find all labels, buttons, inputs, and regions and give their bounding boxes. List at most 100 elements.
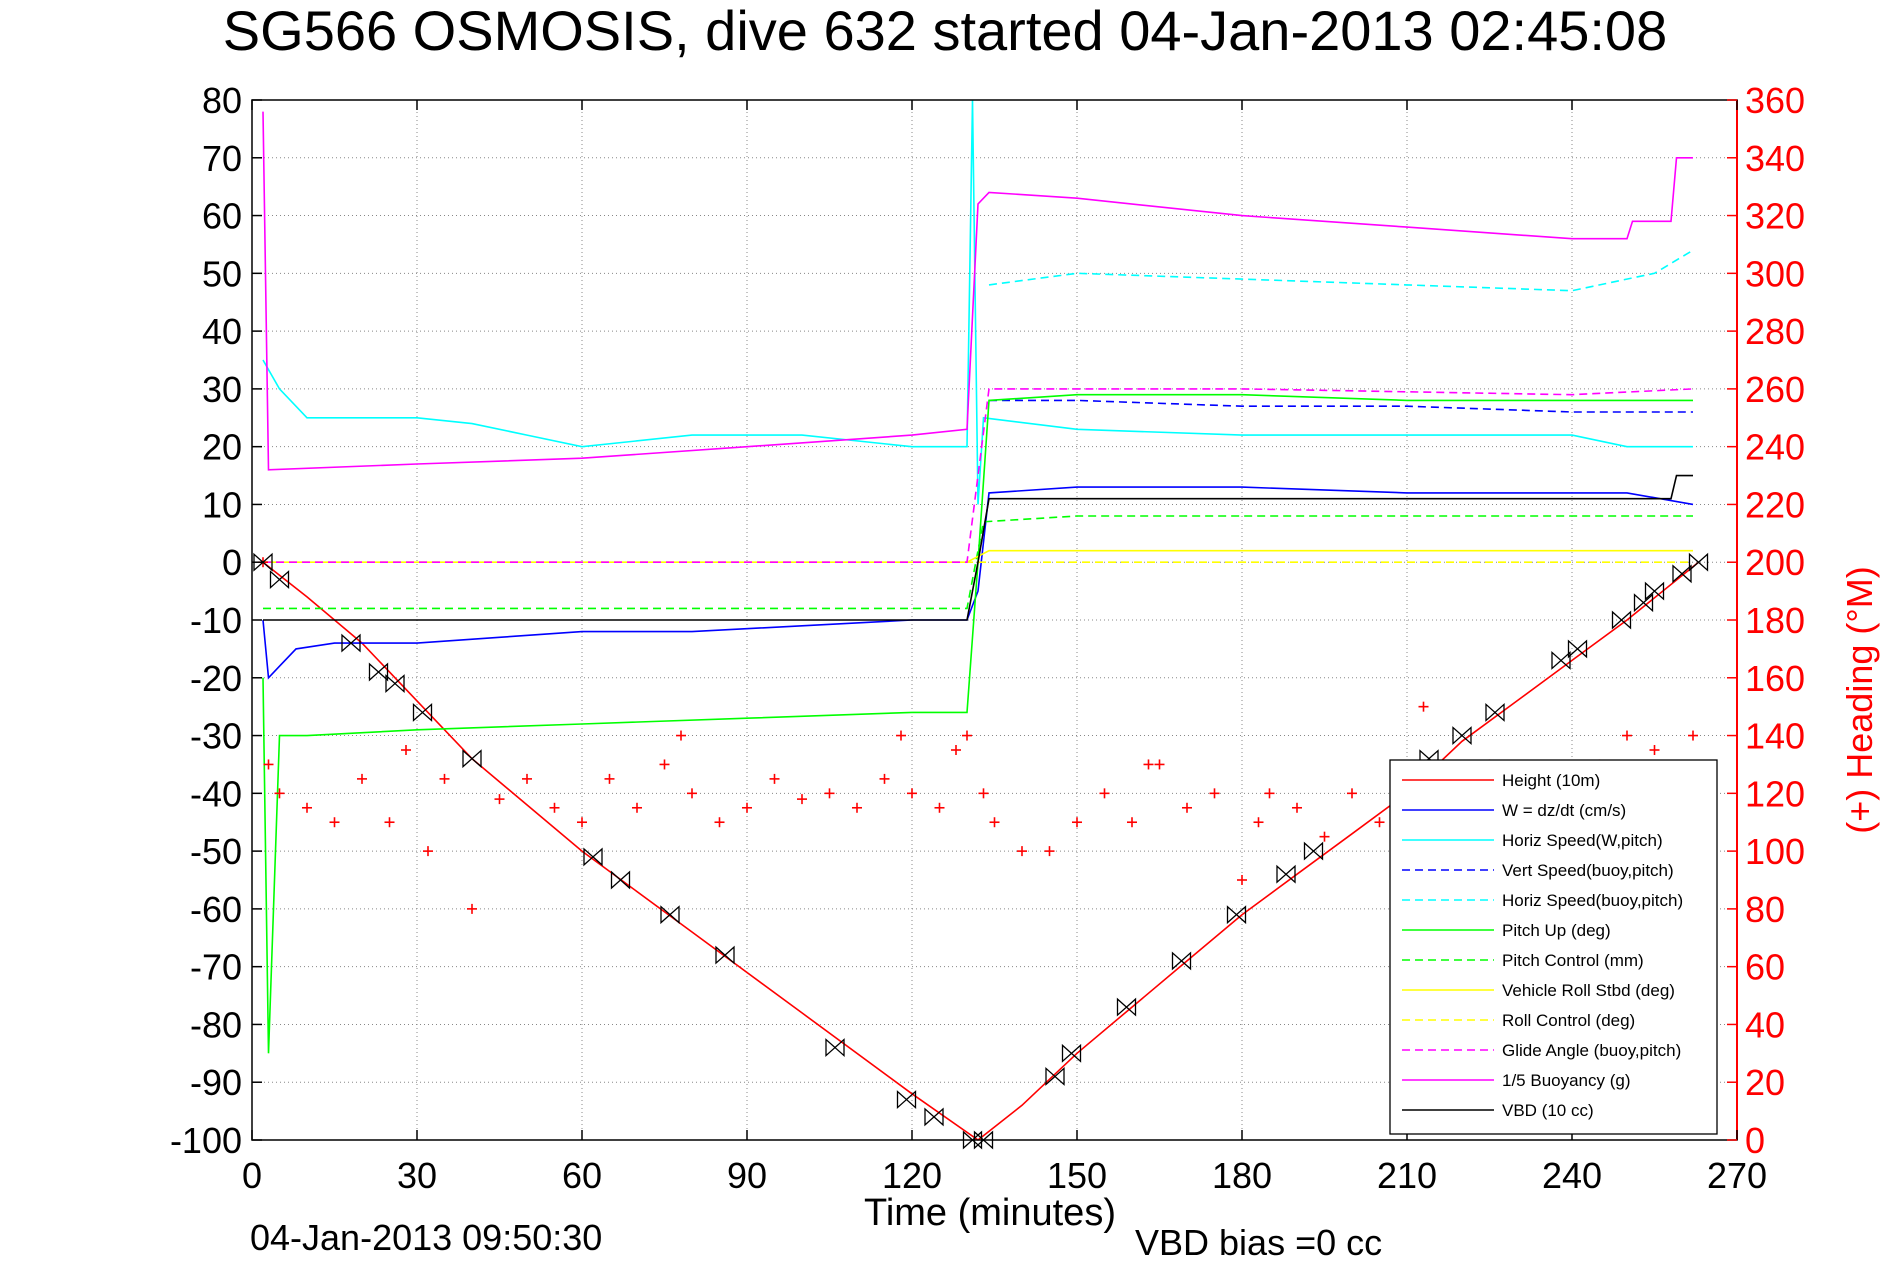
dive-marker-left — [1688, 552, 1700, 572]
y-tick-label-right: 280 — [1745, 311, 1805, 352]
legend-entry: Vert Speed(buoy,pitch) — [1502, 861, 1674, 880]
dive-marker-left — [412, 702, 424, 722]
legend: Height (10m) W = dz/dt (cm/s) Horiz Speed(… — [1389, 759, 1718, 1135]
dive-marker-left — [1226, 905, 1238, 925]
dive-marker — [1644, 581, 1665, 601]
y-tick-label-right: 120 — [1745, 773, 1805, 814]
y-tick-label-left: 10 — [202, 484, 242, 525]
x-tick-label: 240 — [1542, 1155, 1602, 1196]
dive-marker-left — [1045, 1066, 1056, 1086]
heading-point — [659, 759, 670, 770]
dive-marker-left — [1276, 864, 1287, 884]
x-tick-label: 210 — [1377, 1155, 1437, 1196]
dive-marker-left — [825, 1038, 836, 1058]
dive-marker-left — [610, 870, 622, 890]
dive-marker — [583, 847, 603, 867]
dive-marker-left — [924, 1107, 935, 1127]
heading-point — [522, 773, 532, 784]
y-tick-label-left: -90 — [190, 1062, 242, 1103]
dive-marker — [896, 1090, 917, 1110]
dive-marker — [385, 674, 405, 694]
dive-marker-left — [1551, 650, 1562, 670]
dive-marker-left — [462, 749, 473, 769]
legend-entry: Pitch Up (deg) — [1502, 921, 1611, 940]
legend-box — [1389, 759, 1718, 1135]
series-line — [989, 399, 1693, 413]
y-tick-label-right: 40 — [1745, 1004, 1785, 1045]
dive-marker — [1276, 864, 1296, 884]
series-line — [262, 99, 1693, 505]
dive-marker-right — [1560, 650, 1571, 670]
heading-point — [1418, 701, 1429, 712]
axes: 0 30 60 90 120 150 180 210 240 270 80 70 60 50 40 30 20 1… — [170, 80, 1805, 1196]
dive-marker-left — [385, 674, 396, 694]
dive-marker-left — [1485, 702, 1496, 722]
dive-marker — [660, 905, 680, 925]
y-tick-label-right: 20 — [1745, 1062, 1785, 1103]
y-tick-label-right: 180 — [1745, 600, 1805, 641]
heading-point — [1017, 846, 1027, 857]
y-tick-label-left: -40 — [190, 773, 242, 814]
heading-point — [1374, 817, 1385, 828]
legend-entry: Vehicle Roll Stbd (deg) — [1502, 981, 1675, 1000]
dive-marker-left — [896, 1090, 908, 1110]
y-tick-label-left: 30 — [202, 369, 242, 410]
dive-marker — [1688, 552, 1709, 572]
dive-marker-left — [1171, 951, 1183, 971]
dive-marker-right — [592, 847, 603, 867]
dive-marker-right — [1054, 1066, 1065, 1086]
dive-marker-left — [1303, 841, 1315, 861]
legend-entry: Horiz Speed(W,pitch) — [1502, 831, 1663, 850]
dive-marker-right — [1125, 997, 1137, 1017]
heading-point — [384, 817, 395, 828]
dive-marker-right — [933, 1107, 944, 1127]
y-tick-label-left: 20 — [202, 427, 242, 468]
heading-point — [951, 745, 961, 755]
y-tick-label-right: 340 — [1745, 138, 1805, 179]
y-tick-label-left: -100 — [170, 1120, 242, 1161]
dive-marker — [825, 1038, 845, 1058]
series-layer — [253, 99, 1709, 1150]
y-tick-label-right: 240 — [1745, 427, 1805, 468]
x-tick-label: 0 — [242, 1155, 262, 1196]
dive-marker-right — [278, 570, 290, 590]
dive-marker-right — [619, 870, 631, 890]
heading-point — [769, 773, 780, 784]
dive-marker-left — [1061, 1043, 1073, 1063]
heading-point — [1347, 788, 1357, 799]
dive-marker-right — [421, 702, 433, 722]
heading-point — [1319, 831, 1330, 842]
heading-point — [1209, 788, 1220, 799]
y-tick-label-right: 200 — [1745, 542, 1805, 583]
series-line — [263, 474, 1693, 621]
y-tick-label-left: 50 — [202, 253, 242, 294]
dive-marker — [1611, 610, 1632, 630]
y-tick-label-left: -20 — [190, 658, 242, 699]
dive-marker-right — [1494, 702, 1505, 722]
dive-marker-right — [1642, 593, 1654, 613]
y-tick-label-right: 220 — [1745, 484, 1805, 525]
legend-entry: W = dz/dt (cm/s) — [1502, 801, 1626, 820]
x-tick-label: 180 — [1212, 1155, 1272, 1196]
heading-point — [467, 903, 477, 914]
heading-point — [1264, 788, 1275, 799]
heading-point — [494, 794, 505, 805]
dive-marker-right — [1180, 951, 1192, 971]
heading-point — [1044, 846, 1055, 857]
dive-marker — [1485, 702, 1505, 722]
dive-marker — [924, 1107, 944, 1127]
dive-marker — [1116, 997, 1137, 1017]
legend-entry: Glide Angle (buoy,pitch) — [1502, 1041, 1681, 1060]
y-tick-label-left: -60 — [190, 889, 242, 930]
dive-marker — [1061, 1043, 1082, 1063]
dive-marker — [1045, 1066, 1065, 1086]
y-tick-label-right: 260 — [1745, 369, 1805, 410]
heading-point — [714, 817, 725, 828]
x-tick-label: 90 — [727, 1155, 767, 1196]
y-tick-label-right: 140 — [1745, 716, 1805, 757]
heading-point — [1292, 802, 1302, 813]
dive-marker-right — [350, 633, 361, 653]
y-tick-label-left: 80 — [202, 80, 242, 121]
dive-marker-left — [1644, 581, 1656, 601]
heading-point — [797, 794, 807, 805]
